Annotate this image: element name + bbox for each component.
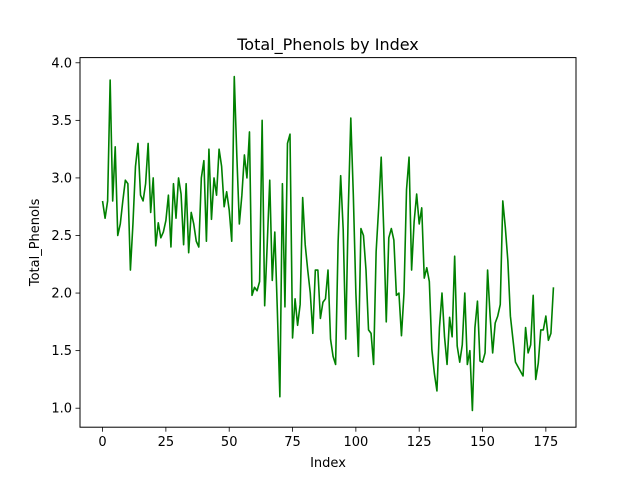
x-tick-label: 50 xyxy=(221,435,238,450)
x-tick-label: 25 xyxy=(158,435,175,450)
series-line-group xyxy=(101,75,555,412)
x-axis-label: Index xyxy=(310,456,346,471)
x-tick-label: 100 xyxy=(343,435,368,450)
y-axis-ticks: 1.0 1.5 2.0 2.5 3.0 3.5 4.0 xyxy=(51,56,80,417)
x-tick-label: 150 xyxy=(470,435,495,450)
y-axis-label: Total_Phenols xyxy=(28,198,43,287)
x-tick-label: 175 xyxy=(533,435,558,450)
y-tick-label: 3.5 xyxy=(51,114,72,129)
y-tick-label: 1.5 xyxy=(51,344,72,359)
x-tick-label: 0 xyxy=(98,435,106,450)
y-tick-label: 1.0 xyxy=(51,402,72,417)
x-tick-label: 125 xyxy=(407,435,432,450)
axes-frame xyxy=(79,57,577,428)
y-tick-label: 2.0 xyxy=(51,287,72,302)
x-axis-ticks: 0 25 50 75 100 125 150 175 xyxy=(98,427,558,450)
y-tick-label: 3.0 xyxy=(51,171,72,186)
chart-title: Total_Phenols by Index xyxy=(236,35,419,55)
y-tick-label: 2.5 xyxy=(51,229,72,244)
series-line-0 xyxy=(101,75,555,412)
x-tick-label: 75 xyxy=(284,435,301,450)
y-tick-label: 4.0 xyxy=(51,56,72,71)
